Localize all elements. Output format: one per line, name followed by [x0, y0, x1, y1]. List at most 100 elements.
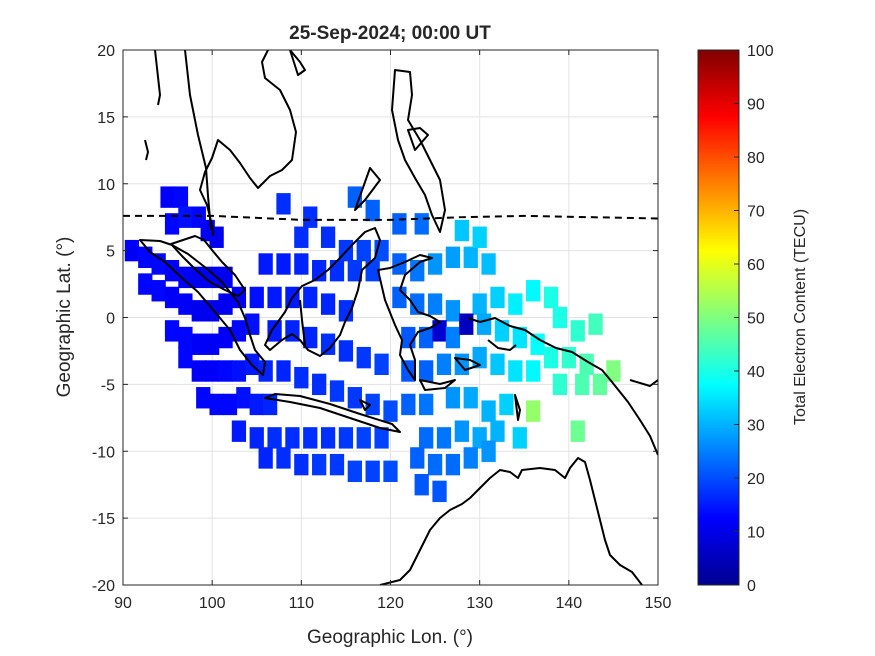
tec-cell — [338, 427, 354, 449]
tec-cell — [124, 239, 140, 262]
y-tick-label: -20 — [92, 578, 115, 595]
x-tick-label: 130 — [466, 595, 493, 612]
tec-cell — [294, 253, 309, 275]
tec-cell — [209, 393, 224, 416]
coastline-philippines — [354, 69, 446, 233]
magnetic-equator-line — [123, 214, 658, 221]
x-tick-label: 90 — [114, 595, 132, 612]
tec-cell — [459, 313, 474, 335]
tec-cell — [472, 226, 487, 248]
tec-cell — [160, 186, 175, 208]
colorbar-tick-label: 10 — [747, 525, 765, 542]
tec-cell — [312, 259, 327, 282]
tec-cell — [303, 427, 318, 449]
colorbar-tick-label: 80 — [747, 150, 765, 167]
coastline-islands — [144, 50, 658, 421]
tec-cell — [258, 253, 273, 275]
colorbar-tick-label: 0 — [747, 578, 756, 595]
tec-cell — [347, 387, 362, 409]
tec-cell — [374, 427, 389, 449]
x-axis-ticks: 90 100 110 120 130 140 150 — [114, 50, 671, 612]
tec-cell — [365, 259, 380, 282]
tec-cell — [410, 447, 425, 469]
tec-cell — [472, 293, 487, 315]
y-tick-label: 5 — [106, 244, 115, 261]
y-tick-label: -10 — [92, 444, 115, 461]
colorbar-tick-label: 50 — [747, 311, 765, 328]
tec-cell — [329, 380, 345, 402]
tec-cell — [476, 313, 492, 335]
coastline-australia — [379, 457, 643, 585]
tec-cell — [231, 320, 247, 342]
tec-cell — [508, 360, 523, 382]
colorbar-label: Total Electron Content (TECU) — [792, 209, 809, 425]
tec-cell — [365, 199, 380, 222]
tec-cell — [303, 206, 318, 228]
tec-cell — [445, 300, 461, 322]
tec-cell — [414, 213, 429, 235]
tec-cell — [512, 427, 527, 449]
tec-cell — [432, 480, 447, 503]
tec-cell — [606, 360, 621, 382]
tec-cell — [178, 266, 193, 289]
coastlines — [139, 50, 658, 585]
tec-cell — [410, 259, 425, 282]
colorbar-tick-label: 30 — [747, 418, 765, 435]
tec-cell — [570, 420, 585, 442]
tec-cell — [191, 300, 206, 322]
tec-cell — [205, 360, 220, 382]
tec-cell — [178, 206, 193, 228]
colorbar-tick-label: 60 — [747, 257, 765, 274]
tec-cell — [588, 313, 603, 335]
tec-cell — [454, 353, 469, 376]
tec-cell — [419, 393, 434, 416]
tec-cell — [191, 360, 206, 382]
tec-cell — [374, 353, 389, 376]
tec-cell — [320, 293, 336, 315]
tec-cell — [329, 453, 345, 476]
tec-cell — [356, 346, 371, 369]
tec-cell — [526, 360, 541, 382]
tec-cell — [401, 393, 416, 416]
tec-cell — [320, 333, 336, 355]
tec-cell — [463, 447, 478, 469]
tec-cell — [347, 460, 362, 483]
tec-cell — [267, 427, 282, 449]
tec-cell — [320, 226, 336, 248]
tec-cell — [276, 193, 291, 215]
y-tick-label: 0 — [106, 311, 115, 328]
tec-cell — [138, 246, 153, 269]
tec-cell — [205, 333, 220, 355]
tec-cell — [205, 266, 220, 289]
tec-cell — [164, 320, 180, 342]
tec-cell — [481, 440, 496, 462]
tec-cell — [499, 393, 514, 416]
tec-cell — [267, 286, 282, 309]
colorbar — [697, 49, 740, 586]
tec-cell — [552, 373, 568, 396]
coastline-borneo — [264, 227, 381, 357]
coastline-sumatra — [139, 239, 266, 376]
tec-cell — [414, 473, 429, 496]
tec-cell — [173, 186, 189, 208]
tec-cell — [276, 360, 291, 382]
tec-cell — [236, 387, 251, 409]
tec-cell — [436, 427, 452, 449]
tec-cell — [312, 373, 327, 396]
tec-cell — [191, 333, 206, 355]
tec-cell — [196, 387, 211, 409]
tec-cell — [191, 266, 206, 289]
tec-cell — [222, 393, 238, 416]
tec-cell — [249, 393, 264, 416]
tec-cell — [276, 253, 291, 275]
tec-cell — [164, 286, 180, 309]
tec-cell — [445, 387, 461, 409]
x-tick-label: 140 — [555, 595, 582, 612]
tec-cell — [427, 453, 443, 476]
tec-cell — [218, 326, 233, 349]
tec-cell — [526, 280, 541, 302]
tec-cell — [276, 447, 291, 469]
tec-cell — [383, 460, 398, 483]
tec-cell — [410, 293, 425, 315]
